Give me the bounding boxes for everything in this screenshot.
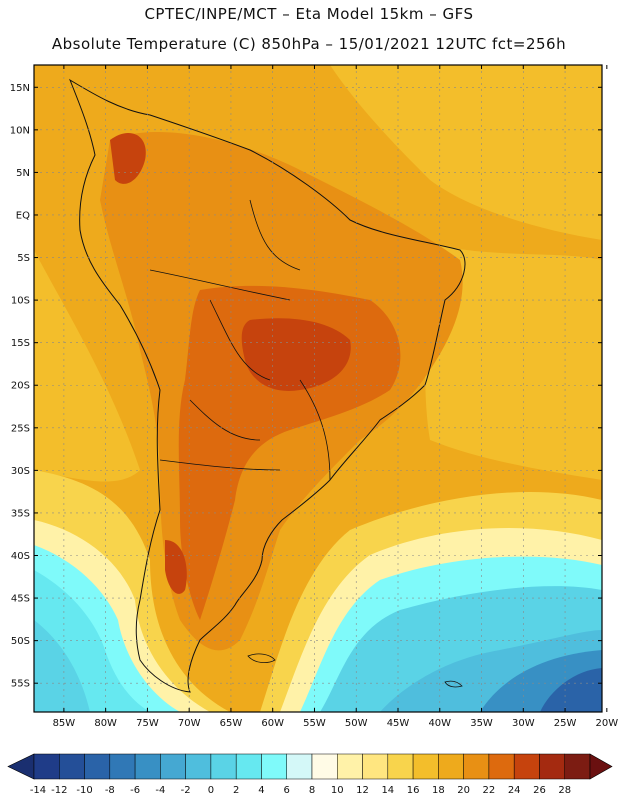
lon-label: 80W: [94, 718, 117, 729]
country-borders: [149, 199, 331, 481]
colorbar-swatch: [362, 753, 389, 780]
field-hot-spot-3: [165, 540, 187, 594]
falkland-islands: [247, 653, 276, 664]
colorbar-tick-label: 26: [533, 785, 546, 796]
colorbar-swatch: [185, 753, 212, 780]
colorbar-swatch: [109, 753, 136, 780]
temperature-field: [34, 65, 602, 712]
colorbar: -14 -12 -10 -8 -6 -4 -2 0 2 4 6 8 10 12 14 16 18 20 22 24 26…: [7, 753, 613, 796]
lat-label: 25S: [11, 423, 30, 434]
colorbar-tick-label: -12: [51, 785, 67, 796]
colorbar-tick-label: 24: [508, 785, 521, 796]
lat-label: 55S: [11, 679, 30, 690]
lon-label: 30W: [512, 718, 535, 729]
lon-label: 25W: [554, 718, 577, 729]
plot-frame: [33, 64, 603, 713]
lon-label: 45W: [387, 718, 410, 729]
colorbar-tick-label: 2: [233, 785, 239, 796]
colorbar-tick-label: 14: [381, 785, 394, 796]
colorbar-swatch: [84, 753, 111, 780]
colorbar-tick-label: -8: [105, 785, 115, 796]
lat-label: 35S: [11, 508, 30, 519]
south-georgia: [444, 680, 463, 688]
title-line-2: Absolute Temperature (C) 850hPa – 15/01/…: [51, 35, 567, 53]
lon-label: 50W: [345, 718, 368, 729]
colorbar-tick-label: 6: [284, 785, 290, 796]
lat-label: 45S: [11, 594, 30, 605]
lat-label: 5N: [16, 168, 30, 179]
colorbar-tick-label: -10: [76, 785, 92, 796]
lat-label: 15N: [10, 83, 30, 94]
field-warm-core: [178, 285, 401, 620]
colorbar-tick-label: 18: [432, 785, 445, 796]
lon-label: 35W: [470, 718, 493, 729]
colorbar-under-arrow: [7, 753, 35, 780]
colorbar-swatch: [337, 753, 363, 780]
colorbar-tick-label: -14: [30, 785, 46, 796]
lon-label: 85W: [53, 718, 76, 729]
lon-label: 55W: [303, 718, 326, 729]
lat-label: 30S: [11, 466, 30, 477]
colorbar-swatch: [387, 753, 414, 780]
colorbar-tick-label: -4: [155, 785, 165, 796]
colorbar-over-arrow: [589, 753, 613, 780]
colorbar-tick-label: 10: [331, 785, 344, 796]
colorbar-tick-label: -6: [130, 785, 140, 796]
lat-label: 50S: [11, 636, 30, 647]
colorbar-swatch: [261, 753, 287, 780]
colorbar-tick-label: 12: [356, 785, 369, 796]
lon-label: 65W: [220, 718, 243, 729]
lat-label: 20S: [11, 381, 30, 392]
colorbar-swatch: [210, 753, 237, 780]
colorbar-tick-label: 4: [258, 785, 264, 796]
colorbar-swatch: [438, 753, 464, 780]
field-pacific: [34, 250, 140, 482]
lon-label: 75W: [136, 718, 159, 729]
colorbar-swatch: [539, 753, 565, 780]
colorbar-swatch: [311, 753, 338, 780]
colorbar-swatch: [412, 753, 439, 780]
graticule: [34, 65, 602, 712]
lon-label: 40W: [428, 718, 451, 729]
colorbar-swatch: [235, 753, 262, 780]
lon-label: 70W: [178, 718, 201, 729]
colorbar-tick-label: 28: [558, 785, 571, 796]
lat-label: 10S: [11, 296, 30, 307]
colorbar-swatch: [286, 753, 313, 780]
colorbar-swatch: [513, 753, 540, 780]
colorbar-tick-label: 0: [208, 785, 214, 796]
colorbar-tick-label: 8: [309, 785, 315, 796]
field-hot-spot-2: [110, 132, 146, 184]
coastline: [68, 78, 466, 693]
field-atlantic-7: [540, 668, 602, 712]
colorbar-swatch: [488, 753, 515, 780]
colorbar-tick-label: 22: [483, 785, 496, 796]
colorbar-tick-label: -2: [181, 785, 191, 796]
field-south-west-5: [34, 620, 90, 712]
colorbar-swatch: [33, 753, 60, 780]
lat-label: 5S: [17, 253, 30, 264]
colorbar-tick-label: 20: [457, 785, 470, 796]
field-hot-spot-1: [241, 318, 351, 391]
lat-label: EQ: [16, 210, 30, 221]
colorbar-swatch: [564, 753, 591, 780]
colorbar-swatch: [59, 753, 85, 780]
axis-labels: 15N 10N 5N EQ 5S 10S 15S 20S 25S 30S 35S 40S 45S 50S 5…: [10, 65, 618, 729]
colorbar-swatch: [160, 753, 186, 780]
lat-label: 40S: [11, 551, 30, 562]
lat-label: 10N: [10, 125, 30, 136]
colorbar-swatch: [134, 753, 161, 780]
lat-label: 15S: [11, 338, 30, 349]
title-line-1: CPTEC/INPE/MCT – Eta Model 15km – GFS: [144, 5, 474, 23]
colorbar-tick-label: 16: [407, 785, 420, 796]
lon-label: 60W: [261, 718, 284, 729]
colorbar-swatch: [463, 753, 490, 780]
lon-label: 20W: [596, 718, 618, 729]
